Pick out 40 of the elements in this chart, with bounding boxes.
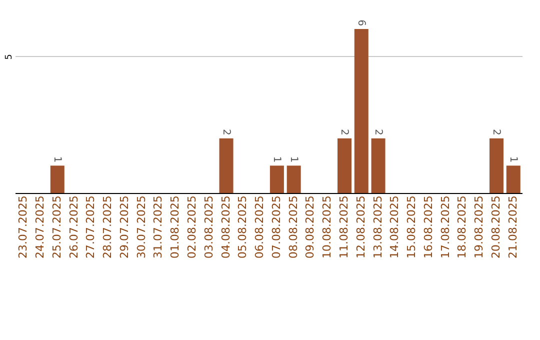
x-tick-label: 13.08.2025 xyxy=(371,196,384,258)
x-tick-label: 04.08.2025 xyxy=(219,196,232,258)
x-tick-label: 21.08.2025 xyxy=(506,196,520,258)
x-tick-label: 08.08.2025 xyxy=(286,196,300,258)
y-tick-label: 5 xyxy=(4,54,14,60)
x-tick-label: 07.08.2025 xyxy=(270,196,283,258)
data-label: 1 xyxy=(288,156,299,163)
x-tick-label: 25.07.2025 xyxy=(50,196,64,258)
x-tick-label: 02.08.2025 xyxy=(186,196,198,258)
x-tick-label: 17.08.2025 xyxy=(438,196,452,258)
x-tick-label: 06.08.2025 xyxy=(253,196,266,258)
x-tick-label: 05.08.2025 xyxy=(236,196,250,258)
data-label: 2 xyxy=(490,128,502,136)
x-tick-label: 24.07.2025 xyxy=(34,196,46,258)
data-label: 1 xyxy=(507,156,518,163)
data-label: 2 xyxy=(220,128,232,136)
x-tick-label: 03.08.2025 xyxy=(202,196,216,258)
x-tick-label: 18.08.2025 xyxy=(456,196,469,258)
data-label: 1 xyxy=(51,156,62,163)
x-tick-label: 31.07.2025 xyxy=(152,196,165,258)
x-tick-label: 10.08.2025 xyxy=(320,196,334,258)
x-tick-label: 23.07.2025 xyxy=(16,196,30,258)
x-tick-label: 11.08.2025 xyxy=(338,196,350,258)
x-tick-label: 15.08.2025 xyxy=(405,196,418,258)
x-tick-label: 09.08.2025 xyxy=(304,196,317,258)
x-tick-label: 12.08.2025 xyxy=(354,196,368,258)
data-label: 1 xyxy=(270,156,282,163)
data-label: 6 xyxy=(355,20,366,26)
x-tick-label: 19.08.2025 xyxy=(472,196,486,258)
data-label: 2 xyxy=(338,128,350,136)
data-label: 2 xyxy=(372,128,384,136)
x-tick-label: 26.07.2025 xyxy=(67,196,80,258)
x-tick-label: 20.08.2025 xyxy=(490,196,502,258)
x-tick-label: 01.08.2025 xyxy=(168,196,182,258)
x-tick-label: 29.07.2025 xyxy=(118,196,131,258)
x-tick-label: 28.07.2025 xyxy=(101,196,114,258)
x-tick-label: 16.08.2025 xyxy=(422,196,435,258)
x-tick-label: 27.07.2025 xyxy=(84,196,98,258)
x-tick-label: 14.08.2025 xyxy=(388,196,402,258)
x-tick-label: 30.07.2025 xyxy=(134,196,148,258)
